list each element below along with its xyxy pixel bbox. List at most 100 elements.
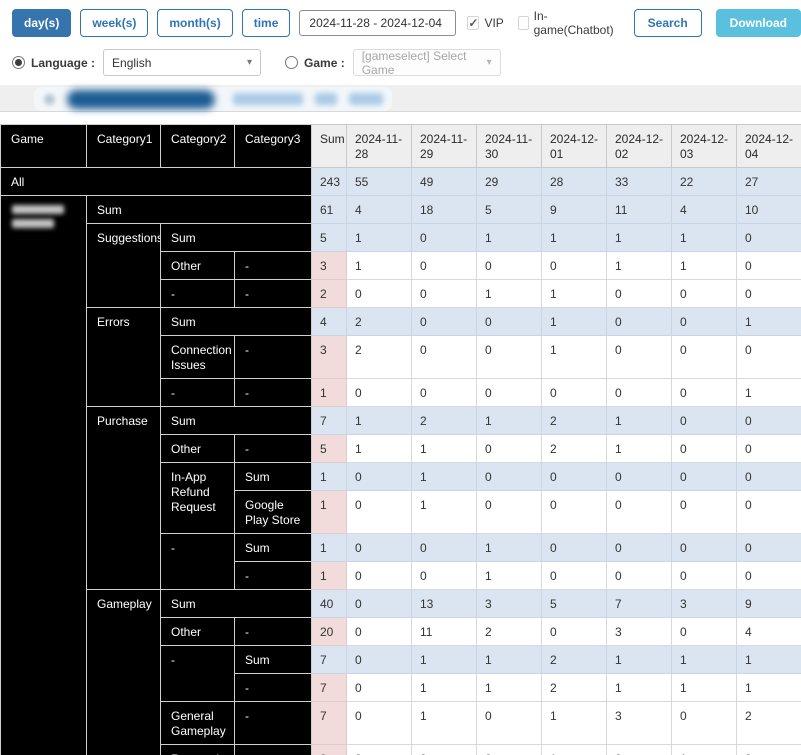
column-header: 2024-12-03 [671,124,737,168]
category-cell: Suggestions [86,223,161,308]
value-cell: 0 [346,279,412,308]
game-radio[interactable] [285,56,299,69]
redacted-icon [44,93,55,105]
column-header: Category2 [160,124,235,168]
category-cell: - [234,744,312,755]
column-header: 2024-12-01 [541,124,607,168]
value-cell: 1 [736,378,801,407]
value-cell: 1 [411,701,477,745]
value-cell: 0 [671,378,737,407]
value-cell: 0 [476,307,542,336]
table-row: Gameplay Sum 40 0 13 3 5 7 3 9 [1,589,801,755]
value-cell: 0 [671,701,737,745]
months-button[interactable]: month(s) [157,9,233,37]
download-button[interactable]: Download [715,9,801,37]
sum-cell: 243 [311,167,347,196]
value-cell: 4 [736,617,801,646]
category-cell: - [234,434,312,463]
value-cell: 0 [346,617,412,646]
column-header: 2024-12-02 [606,124,672,168]
category-cell: Errors [86,307,161,407]
vip-checkbox[interactable]: ✓ [467,16,480,30]
category-cell: - [160,378,235,407]
ingame-label: In-game(Chatbot) [533,9,614,37]
language-radio[interactable] [12,56,25,69]
value-cell: 1 [671,673,737,702]
value-cell: 1 [606,673,672,702]
value-cell: 0 [476,378,542,407]
table-row: Sum 61 4 18 5 9 11 4 10 [0,195,801,755]
value-cell: 0 [541,533,607,562]
value-cell: 1 [541,307,607,336]
value-cell: 4 [346,195,412,224]
time-button[interactable]: time [241,9,291,37]
table-row: Other -5 1 1 0 2 1 0 0 [1,434,801,463]
value-cell: 0 [476,434,542,463]
value-cell: 0 [476,701,542,745]
redacted-button[interactable] [67,89,215,109]
game-select-value: [gameselect] Select Game [361,48,467,77]
value-cell: 0 [671,279,737,308]
value-cell: 2 [346,307,412,336]
value-cell: 0 [606,490,672,534]
value-cell: 0 [671,490,737,534]
category-cell: Sum [234,462,312,491]
redacted-panel [34,87,392,111]
sum-cell: 20 [311,617,347,646]
table-row: Google Play Store 1 0 1 0 0 0 0 0 [1,490,801,534]
value-cell: 1 [736,307,801,336]
value-cell: 2 [476,617,542,646]
category-cell: Sum [234,533,312,562]
value-cell: 1 [411,462,477,491]
date-range-input[interactable] [299,10,457,36]
value-cell: 3 [606,617,672,646]
language-select[interactable]: English ▾ [103,49,262,76]
value-cell: 5 [476,195,542,224]
category-cell: - [234,701,312,745]
value-cell: 0 [606,561,672,590]
value-cell: 29 [476,167,542,196]
value-cell: 0 [346,462,412,491]
redacted-link[interactable] [315,93,337,105]
category-cell: - [234,617,312,646]
value-cell: 3 [606,701,672,745]
value-cell: 0 [671,561,737,590]
value-cell: 0 [411,744,477,755]
value-cell: 0 [606,533,672,562]
value-cell: 13 [411,589,477,618]
value-cell: 1 [541,701,607,745]
value-cell: 0 [671,434,737,463]
sum-cell: 3 [311,251,347,280]
redacted-link[interactable] [349,93,383,105]
value-cell: 0 [671,462,737,491]
value-cell: 0 [736,251,801,280]
value-cell: 1 [541,744,607,755]
ingame-checkbox[interactable] [517,16,529,30]
category-cell: Restoration Request [160,744,235,755]
value-cell: 27 [736,167,801,196]
language-label: Language : [31,55,96,70]
sum-cell: 1 [311,490,347,534]
value-cell: 1 [671,223,737,252]
value-cell: 0 [736,490,801,534]
value-cell: 0 [411,335,477,379]
sum-cell: 7 [311,701,347,745]
value-cell: 0 [411,223,477,252]
value-cell: 0 [736,462,801,491]
category-cell: - [160,645,235,702]
sum-cell: 2 [311,279,347,308]
value-cell: 1 [671,744,737,755]
category-cell: - [234,561,312,590]
search-button[interactable]: Search [633,9,702,37]
table-row: - Sum 7 0 1 1 2 1 1 1 [1,645,801,702]
game-select[interactable]: [gameselect] Select Game ▾ [352,48,501,77]
value-cell: 0 [671,406,737,435]
redacted-link[interactable] [233,93,303,105]
value-cell: 0 [606,307,672,336]
value-cell: 22 [671,167,737,196]
days-button[interactable]: day(s) [12,9,72,37]
weeks-button[interactable]: week(s) [80,9,149,37]
value-cell: 49 [411,167,477,196]
value-cell: 1 [541,279,607,308]
